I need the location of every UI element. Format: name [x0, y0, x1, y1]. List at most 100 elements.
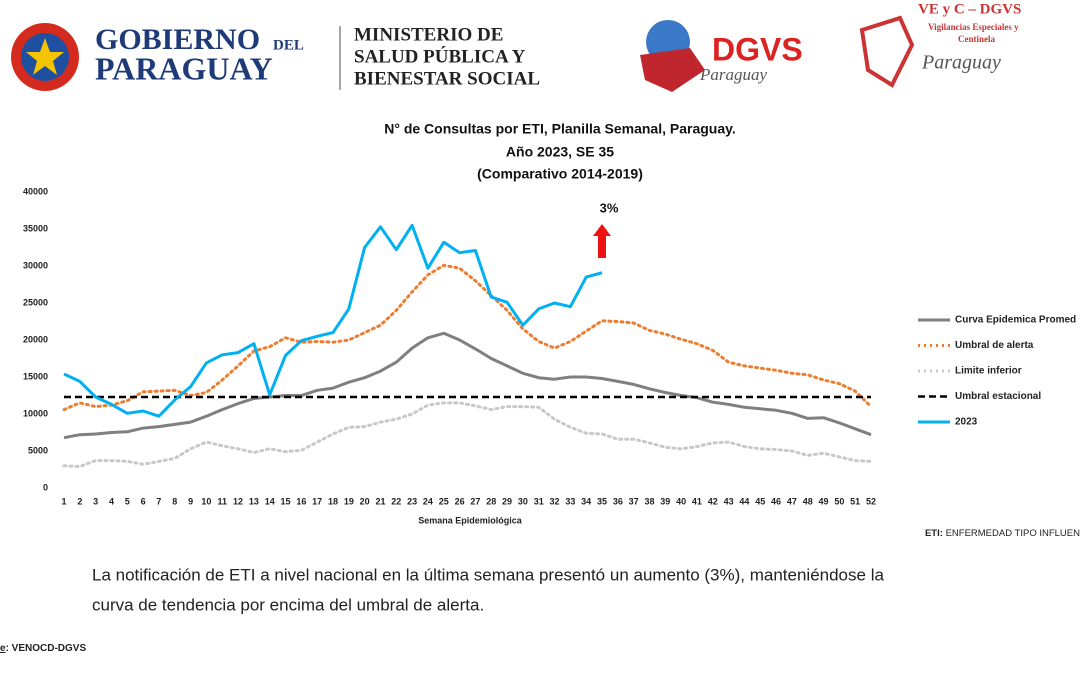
x-tick-label: 13 [249, 496, 259, 506]
x-tick-label: 18 [328, 496, 338, 506]
x-tick-label: 33 [565, 496, 575, 506]
x-tick-label: 14 [265, 496, 275, 506]
gov-text: DEL [273, 37, 304, 53]
source-text: : VENOCD-DGVS [6, 643, 87, 654]
map-shape [640, 48, 705, 92]
x-tick-label: 10 [201, 496, 211, 506]
y-tick-label: 40000 [23, 186, 48, 196]
chart-title: (Comparativo 2014-2019) [477, 166, 643, 182]
x-tick-label: 31 [534, 496, 544, 506]
x-tick-label: 19 [344, 496, 354, 506]
x-tick-label: 29 [502, 496, 512, 506]
series-line [63, 331, 872, 440]
x-tick-label: 26 [455, 496, 465, 506]
y-tick-label: 20000 [23, 334, 48, 344]
y-tick-label: 15000 [23, 371, 48, 381]
legend-label: Umbral de alerta [955, 340, 1034, 351]
x-tick-label: 50 [834, 496, 844, 506]
source: e: VENOCD-DGVS [0, 643, 86, 654]
x-tick-label: 5 [125, 496, 130, 506]
x-tick-label: 12 [233, 496, 243, 506]
x-tick-label: 40 [676, 496, 686, 506]
note: ETI: ENFERMEDAD TIPO INFLUEN [925, 528, 1080, 539]
vec-text: Vigilancias Especiales y [928, 22, 1019, 32]
x-tick-label: 16 [296, 496, 306, 506]
vec-text: VE y C – DGVS [918, 1, 1021, 17]
x-tick-label: 41 [692, 496, 702, 506]
x-tick-label: 27 [470, 496, 480, 506]
dgvs-text: DGVS [712, 31, 803, 67]
x-tick-label: 25 [439, 496, 449, 506]
y-tick-label: 0 [43, 482, 48, 492]
x-tick-label: 37 [629, 496, 639, 506]
arrow [593, 224, 611, 258]
x-tick-label: 28 [486, 496, 496, 506]
x-tick-label: 43 [724, 496, 734, 506]
source-key: e [0, 643, 6, 654]
x-tick-label: 51 [850, 496, 860, 506]
vec-text: Centinela [958, 34, 995, 44]
x-tick-label: 9 [188, 496, 193, 506]
legend-label: Umbral estacional [955, 391, 1041, 402]
legend-label: Curva Epidemica Promed [955, 315, 1076, 326]
dgvs-sub: Paraguay [699, 65, 768, 84]
x-tick-label: 32 [550, 496, 560, 506]
x-tick-label: 22 [391, 496, 401, 506]
x-tick-label: 21 [375, 496, 385, 506]
y-tick-label: 35000 [23, 223, 48, 233]
legend-label: Limite inferior [955, 366, 1022, 377]
x-tick-label: 8 [172, 496, 177, 506]
y-tick-label: 25000 [23, 297, 48, 307]
x-tick-label: 34 [581, 496, 591, 506]
gov-text: GOBIERNO [95, 23, 260, 56]
x-tick-label: 38 [644, 496, 654, 506]
x-tick-label: 42 [708, 496, 718, 506]
x-tick-label: 17 [312, 496, 322, 506]
ministry-text: BIENESTAR SOCIAL [354, 68, 540, 89]
x-tick-label: 20 [360, 496, 370, 506]
ministry-text: MINISTERIO DE [354, 24, 503, 45]
vec-sub: Paraguay [921, 52, 1001, 74]
x-tick-label: 30 [518, 496, 528, 506]
x-tick-label: 45 [755, 496, 765, 506]
legend-label: 2023 [955, 417, 978, 428]
body-text: La notificación de ETI a nivel nacional … [92, 565, 884, 584]
series-line [63, 223, 603, 418]
y-tick-label: 30000 [23, 260, 48, 270]
x-tick-label: 6 [141, 496, 146, 506]
x-tick-label: 7 [156, 496, 161, 506]
x-tick-label: 15 [281, 496, 291, 506]
x-tick-label: 24 [423, 496, 433, 506]
y-tick-label: 5000 [28, 445, 48, 455]
x-tick-label: 48 [803, 496, 813, 506]
x-tick-label: 2 [77, 496, 82, 506]
x-tick-label: 49 [819, 496, 829, 506]
series-line [62, 401, 873, 468]
x-tick-label: 3 [93, 496, 98, 506]
series-line [62, 263, 873, 412]
gov-logo [11, 23, 79, 91]
map-outline [859, 15, 915, 88]
x-tick-label: 36 [613, 496, 623, 506]
y-tick-label: 10000 [23, 408, 48, 418]
x-tick-label: 52 [866, 496, 876, 506]
x-tick-label: 1 [61, 496, 66, 506]
chart-title: Año 2023, SE 35 [506, 144, 614, 160]
chart: N° de Consultas por ETI, Planilla Semana… [384, 121, 736, 526]
gov-text: PARAGUAY [95, 50, 273, 86]
star [26, 38, 64, 75]
body-text: curva de tendencia por encima del umbral… [92, 595, 484, 614]
x-tick-label: 35 [597, 496, 607, 506]
x-tick-label: 47 [787, 496, 797, 506]
x-tick-label: 46 [771, 496, 781, 506]
x-tick-label: 39 [660, 496, 670, 506]
note-key: ETI: [925, 528, 943, 539]
annotation: 3% [600, 200, 619, 215]
note-text: ENFERMEDAD TIPO INFLUEN [946, 528, 1080, 539]
x-tick-label: 11 [217, 496, 227, 506]
x-tick-label: 4 [109, 496, 114, 506]
x-tick-label: 44 [739, 496, 749, 506]
ministry-text: SALUD PÚBLICA Y [354, 45, 526, 67]
